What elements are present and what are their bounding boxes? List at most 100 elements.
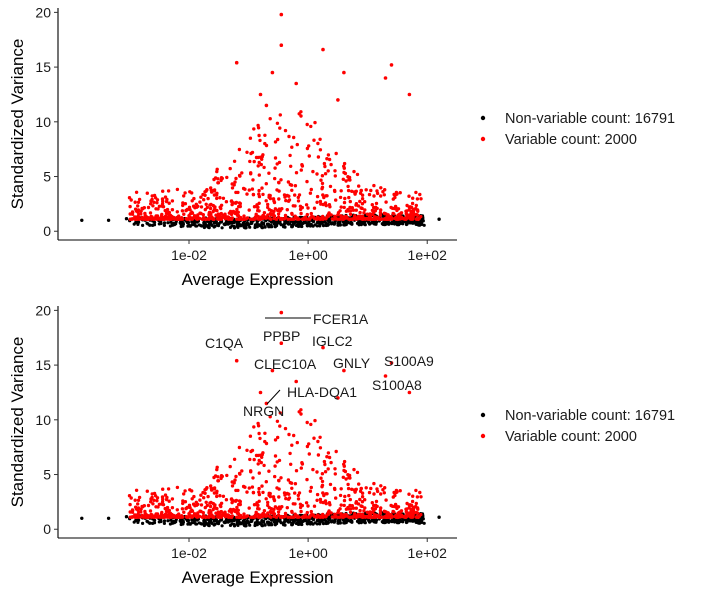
point-variable — [229, 199, 234, 203]
point-variable — [226, 215, 231, 220]
point-nonvariable — [315, 522, 319, 526]
point-variable — [293, 204, 297, 208]
point-nonvariable — [372, 222, 377, 226]
point-high-variance — [383, 76, 388, 80]
point-variable — [247, 506, 251, 510]
point-variable — [382, 193, 386, 197]
point-nonvariable — [381, 214, 386, 218]
point-variable — [268, 193, 272, 198]
point-nonvariable — [265, 222, 269, 226]
annotation-leader-line — [266, 389, 281, 405]
point-variable — [312, 436, 316, 440]
point-variable — [404, 510, 408, 514]
point-nonvariable — [232, 221, 236, 225]
point-variable — [360, 206, 364, 211]
point-variable — [258, 138, 262, 143]
point-variable — [333, 467, 337, 471]
point-variable — [128, 204, 132, 209]
point-variable — [195, 217, 200, 221]
point-variable — [360, 202, 365, 206]
point-variable — [297, 193, 302, 197]
scatter-plot-bottom: 0 5 10 15 20 1e-02 1e+00 1e+02 Average Expressio… — [8, 302, 675, 587]
point-nonvariable — [349, 519, 353, 523]
point-high-variance — [321, 47, 325, 52]
point-variable — [203, 207, 207, 212]
point-variable — [338, 195, 343, 200]
point-high-variance — [279, 310, 284, 315]
point-variable — [154, 217, 158, 221]
point-variable — [163, 506, 167, 511]
point-nonvariable — [162, 519, 167, 523]
point-variable — [308, 217, 312, 221]
point-variable — [250, 485, 255, 489]
point-variable — [292, 433, 296, 438]
point-nonvariable — [416, 221, 420, 225]
y-tick-label: 20 — [35, 302, 51, 318]
point-variable — [248, 136, 253, 140]
point-variable — [325, 455, 329, 459]
point-nonvariable — [404, 520, 409, 525]
point-variable — [272, 200, 277, 205]
point-nonvariable — [324, 519, 328, 523]
point-variable — [414, 203, 418, 208]
point-nonvariable — [342, 521, 346, 525]
point-variable — [299, 211, 303, 216]
point-nonvariable — [145, 221, 149, 225]
point-variable — [150, 515, 154, 519]
point-variable — [342, 498, 347, 503]
point-variable — [295, 142, 299, 147]
point-variable — [307, 154, 311, 158]
point-variable — [151, 204, 155, 208]
point-variable — [375, 191, 380, 196]
point-variable — [257, 188, 261, 193]
point-variable — [411, 515, 415, 519]
point-variable — [346, 505, 350, 510]
point-variable — [404, 212, 408, 216]
point-nonvariable — [333, 220, 337, 224]
point-variable — [160, 204, 164, 208]
point-variable — [269, 217, 273, 221]
point-variable — [334, 496, 338, 500]
point-variable — [191, 204, 196, 208]
point-variable — [328, 184, 333, 189]
point-variable — [395, 216, 399, 220]
point-variable — [151, 502, 155, 506]
point-variable — [134, 488, 139, 492]
point-variable — [216, 515, 220, 519]
point-variable — [257, 486, 261, 491]
point-variable — [360, 500, 365, 504]
point-variable — [181, 203, 185, 208]
point-variable — [348, 515, 352, 519]
point-variable — [419, 512, 423, 517]
point-variable — [238, 204, 242, 209]
point-variable — [293, 502, 297, 506]
point-variable — [188, 190, 192, 194]
point-nonvariable — [368, 520, 372, 524]
point-high-variance — [336, 396, 340, 400]
point-nonvariable — [270, 523, 274, 527]
point-nonvariable — [330, 519, 334, 523]
point-variable — [183, 500, 188, 504]
y-tick-label: 10 — [35, 412, 51, 428]
point-variable — [238, 499, 242, 504]
point-variable — [354, 515, 359, 519]
point-variable — [363, 200, 367, 204]
point-variable — [395, 208, 399, 213]
point-variable — [312, 206, 317, 210]
point-nonvariable — [363, 520, 367, 524]
point-variable — [164, 199, 169, 204]
point-variable — [273, 176, 277, 181]
point-variable — [276, 215, 281, 219]
point-variable — [179, 216, 184, 220]
point-variable — [228, 166, 232, 171]
point-variable — [238, 201, 242, 206]
point-variable — [181, 201, 185, 205]
point-variable — [201, 490, 205, 495]
point-high-variance — [383, 374, 388, 378]
point-variable — [316, 155, 321, 159]
point-variable — [379, 506, 383, 510]
point-nonvariable — [220, 524, 224, 528]
point-variable — [372, 503, 376, 508]
point-variable — [136, 506, 141, 510]
scatter-panel-bottom: 0 5 10 15 20 1e-02 1e+00 1e+02 Average Expressio… — [0, 297, 706, 595]
